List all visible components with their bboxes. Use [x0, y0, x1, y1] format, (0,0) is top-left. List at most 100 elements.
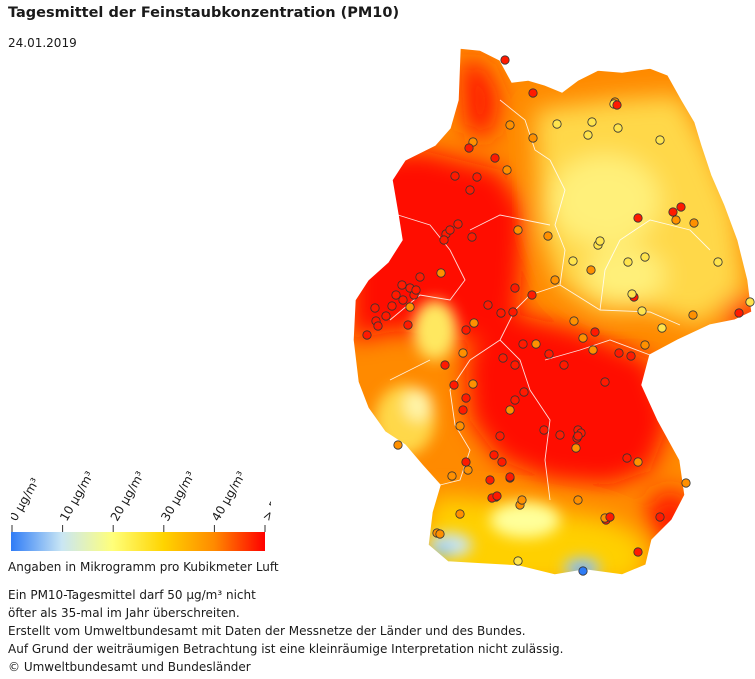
station-marker — [435, 529, 445, 539]
station-marker — [539, 425, 549, 435]
station-marker — [519, 387, 529, 397]
station-marker — [502, 165, 512, 175]
station-marker — [465, 185, 475, 195]
station-marker — [498, 353, 508, 363]
station-marker — [490, 153, 500, 163]
scale-tick-label: > 50 µg/m³ — [259, 457, 271, 524]
station-marker — [550, 275, 560, 285]
station-marker — [614, 348, 624, 358]
station-marker — [578, 566, 588, 576]
footnotes: Ein PM10-Tagesmittel darf 50 µg/m³ nicht… — [8, 586, 563, 676]
station-marker — [681, 478, 691, 488]
pm10-map — [352, 47, 755, 576]
station-marker — [440, 360, 450, 370]
note-limit-1: Ein PM10-Tagesmittel darf 50 µg/m³ nicht — [8, 588, 256, 602]
station-marker — [655, 135, 665, 145]
station-marker — [467, 232, 477, 242]
station-marker — [713, 257, 723, 267]
station-marker — [623, 257, 633, 267]
station-marker — [485, 475, 495, 485]
station-marker — [362, 330, 372, 340]
scale-tick-label: 10 µg/m³ — [57, 469, 97, 524]
station-marker — [461, 457, 471, 467]
scale-tick-label: 20 µg/m³ — [108, 469, 148, 524]
station-marker — [544, 349, 554, 359]
station-marker — [528, 133, 538, 143]
station-marker — [403, 320, 413, 330]
station-marker — [495, 431, 505, 441]
station-marker — [518, 339, 528, 349]
station-marker — [573, 431, 583, 441]
station-marker — [405, 302, 415, 312]
station-marker — [464, 143, 474, 153]
station-marker — [393, 440, 403, 450]
station-marker — [455, 421, 465, 431]
station-marker — [455, 509, 465, 519]
station-marker — [411, 285, 421, 295]
station-marker — [461, 325, 471, 335]
station-marker — [500, 55, 510, 65]
station-marker — [497, 457, 507, 467]
station-marker — [605, 512, 615, 522]
station-marker — [517, 495, 527, 505]
station-marker — [578, 333, 588, 343]
station-marker — [387, 301, 397, 311]
station-marker — [391, 290, 401, 300]
measurement-stations — [362, 55, 755, 576]
station-marker — [483, 300, 493, 310]
station-marker — [373, 321, 383, 331]
station-marker — [573, 495, 583, 505]
station-marker — [676, 202, 686, 212]
station-marker — [463, 465, 473, 475]
station-marker — [370, 303, 380, 313]
station-marker — [583, 130, 593, 140]
station-marker — [633, 547, 643, 557]
map-date: 24.01.2019 — [8, 36, 77, 50]
station-marker — [587, 117, 597, 127]
station-marker — [571, 443, 581, 453]
station-marker — [531, 339, 541, 349]
station-marker — [472, 172, 482, 182]
station-marker — [568, 256, 578, 266]
station-marker — [668, 207, 678, 217]
color-scale: 0 µg/m³ 10 µg/m³ 20 µg/m³ 30 µg/m³ 40 µg/m³ >… — [11, 457, 271, 551]
station-marker — [513, 556, 523, 566]
station-marker — [640, 252, 650, 262]
station-marker — [689, 218, 699, 228]
station-marker — [510, 283, 520, 293]
station-marker — [510, 360, 520, 370]
scale-tick-label: 0 µg/m³ — [11, 475, 42, 523]
station-marker — [453, 219, 463, 229]
station-marker — [461, 393, 471, 403]
station-marker — [586, 265, 596, 275]
station-marker — [559, 360, 569, 370]
station-marker — [671, 215, 681, 225]
station-marker — [626, 351, 636, 361]
station-marker — [381, 311, 391, 321]
station-marker — [436, 268, 446, 278]
station-marker — [627, 289, 637, 299]
station-marker — [492, 491, 502, 501]
station-marker — [458, 348, 468, 358]
station-marker — [552, 119, 562, 129]
note-limit-2: öfter als 35-mal im Jahr überschreiten. — [8, 606, 240, 620]
station-marker — [640, 340, 650, 350]
note-source: Erstellt vom Umweltbundesamt mit Daten d… — [8, 624, 526, 638]
station-marker — [600, 377, 610, 387]
station-marker — [469, 318, 479, 328]
unit-label: Angaben in Mikrogramm pro Kubikmeter Luf… — [8, 560, 279, 574]
station-marker — [439, 235, 449, 245]
station-marker — [415, 272, 425, 282]
state-borders — [389, 99, 711, 501]
station-marker — [505, 472, 515, 482]
station-marker — [508, 307, 518, 317]
station-marker — [569, 316, 579, 326]
station-marker — [510, 395, 520, 405]
scale-tick-label: 30 µg/m³ — [158, 469, 198, 524]
station-marker — [505, 120, 515, 130]
station-marker — [505, 405, 515, 415]
station-marker — [590, 327, 600, 337]
map-title: Tagesmittel der Feinstaubkonzentration (… — [8, 5, 400, 21]
station-marker — [458, 405, 468, 415]
station-marker — [398, 295, 408, 305]
